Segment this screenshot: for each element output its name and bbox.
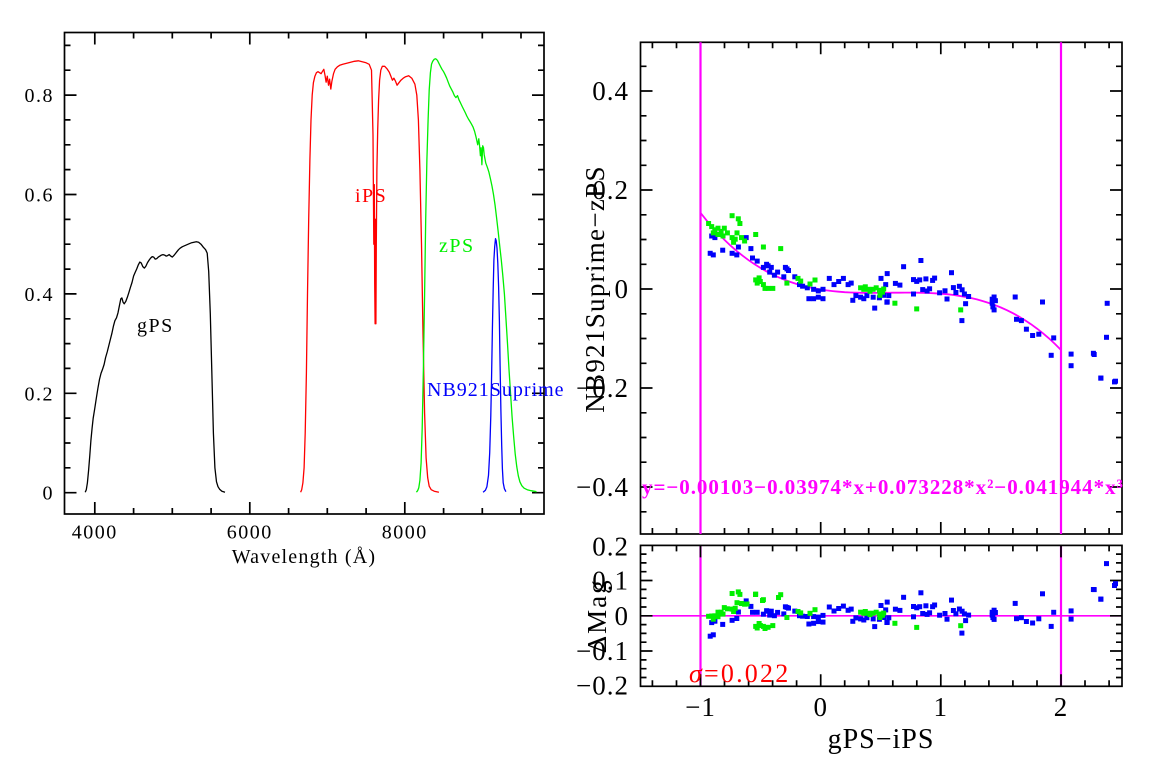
svg-text:0.4: 0.4 xyxy=(592,76,629,106)
svg-text:0: 0 xyxy=(615,274,630,304)
svg-text:0: 0 xyxy=(813,692,828,722)
svg-text:0: 0 xyxy=(615,601,630,631)
svg-text:ΔMag: ΔMag xyxy=(582,578,612,653)
svg-text:0: 0 xyxy=(43,483,55,505)
svg-text:4000: 4000 xyxy=(72,522,118,544)
svg-text:σ=0.022: σ=0.022 xyxy=(689,659,790,688)
svg-text:0.6: 0.6 xyxy=(25,185,55,207)
svg-text:0.4: 0.4 xyxy=(25,284,55,306)
svg-text:0.2: 0.2 xyxy=(592,531,629,561)
svg-text:zPS: zPS xyxy=(439,235,475,257)
svg-text:0.1: 0.1 xyxy=(592,566,629,596)
svg-text:−0.2: −0.2 xyxy=(576,670,629,700)
svg-text:NB921Suprime−zPS: NB921Suprime−zPS xyxy=(580,165,610,413)
svg-text:−1: −1 xyxy=(685,692,716,722)
svg-text:iPS: iPS xyxy=(355,185,387,207)
svg-text:0.8: 0.8 xyxy=(25,85,55,107)
svg-text:2: 2 xyxy=(1054,692,1069,722)
svg-text:−0.4: −0.4 xyxy=(576,472,629,502)
svg-text:Wavelength (Å): Wavelength (Å) xyxy=(232,546,377,568)
svg-text:1: 1 xyxy=(934,692,949,722)
svg-text:−0.1: −0.1 xyxy=(576,636,629,666)
svg-text:8000: 8000 xyxy=(382,522,428,544)
svg-text:gPS−iPS: gPS−iPS xyxy=(828,724,935,755)
svg-text:0.2: 0.2 xyxy=(25,383,55,405)
svg-text:y=−0.00103−0.03974*x+0.073228*: y=−0.00103−0.03974*x+0.073228*x²−0.04194… xyxy=(642,475,1124,499)
svg-text:gPS: gPS xyxy=(137,315,174,337)
svg-text:6000: 6000 xyxy=(227,522,273,544)
svg-text:NB921Suprime: NB921Suprime xyxy=(427,379,565,401)
svg-text:−0.2: −0.2 xyxy=(576,373,629,403)
svg-text:0.2: 0.2 xyxy=(592,175,629,205)
